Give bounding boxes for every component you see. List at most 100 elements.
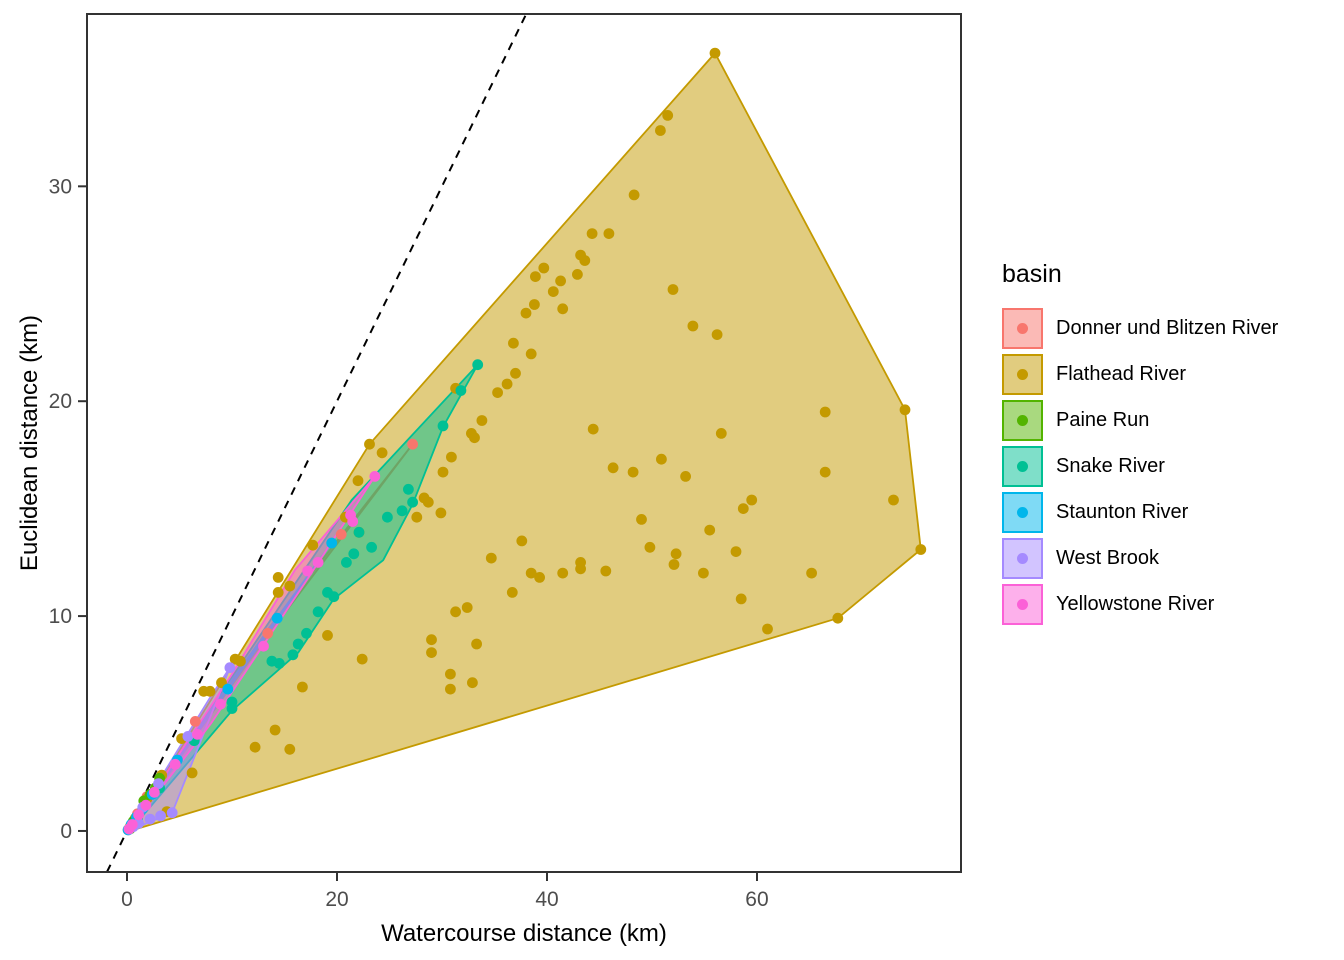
data-point <box>403 483 414 495</box>
data-point <box>627 466 639 478</box>
data-point <box>587 423 599 435</box>
data-point <box>226 703 238 714</box>
y-tick-label: 0 <box>60 820 72 843</box>
identity-line <box>106 14 528 872</box>
data-point <box>445 668 456 680</box>
legend-item-west-brook: West Brook <box>1002 535 1278 581</box>
legend-item-yellowstone-river: Yellowstone River <box>1002 581 1278 627</box>
data-point <box>140 799 152 811</box>
data-point <box>301 627 312 639</box>
data-point <box>312 557 324 568</box>
legend-item-label: Staunton River <box>1056 500 1189 523</box>
data-point <box>292 638 304 650</box>
data-point <box>284 580 296 592</box>
data-point <box>273 658 285 669</box>
data-point <box>538 262 550 274</box>
data-point <box>272 587 284 598</box>
data-point <box>529 299 540 310</box>
data-point <box>476 415 488 426</box>
data-point <box>182 731 194 742</box>
data-point <box>407 496 418 508</box>
data-point <box>450 606 461 618</box>
legend-key-point-icon <box>1017 414 1028 426</box>
data-point <box>364 438 375 450</box>
data-point <box>469 432 480 444</box>
legend-key-point-icon <box>1017 598 1028 610</box>
data-point <box>407 438 418 450</box>
data-point <box>262 627 274 639</box>
data-point <box>607 462 619 474</box>
data-point <box>297 681 308 693</box>
data-point <box>603 228 615 240</box>
legend-key-swatch <box>1002 537 1043 579</box>
legend-item-snake-river: Snake River <box>1002 443 1278 489</box>
data-point <box>555 275 566 287</box>
data-point <box>369 471 381 482</box>
legend-key-point-icon <box>1017 552 1028 564</box>
data-point <box>735 593 747 605</box>
data-point <box>575 563 586 575</box>
data-point <box>746 494 758 506</box>
data-point <box>600 565 612 577</box>
legend-key-point-icon <box>1017 368 1028 380</box>
data-point <box>680 471 691 482</box>
data-point <box>446 451 457 463</box>
legend-key-swatch <box>1002 445 1043 487</box>
data-point <box>352 475 364 487</box>
y-tick-label: 10 <box>49 605 72 628</box>
data-point <box>467 677 478 689</box>
data-point <box>307 539 319 551</box>
legend-key-swatch <box>1002 399 1043 441</box>
data-point <box>341 557 352 568</box>
data-point <box>437 420 449 432</box>
legend-key-point-icon <box>1017 506 1028 518</box>
x-axis-title: Watercourse distance (km) <box>381 920 667 947</box>
data-point <box>169 758 181 770</box>
data-point <box>888 494 899 506</box>
data-point <box>222 683 234 695</box>
data-point <box>356 653 368 665</box>
data-point <box>382 511 393 523</box>
data-point <box>198 685 210 697</box>
legend-key-swatch <box>1002 353 1043 395</box>
data-point <box>492 387 503 398</box>
data-point <box>819 466 831 478</box>
legend-item-donner-und-blitzen-river: Donner und Blitzen River <box>1002 305 1278 351</box>
legend-item-label: Donner und Blitzen River <box>1056 316 1279 339</box>
data-point <box>557 303 569 315</box>
data-point <box>418 492 430 504</box>
data-point <box>832 612 844 624</box>
data-point <box>730 546 742 557</box>
legend-item-label: Snake River <box>1056 454 1165 477</box>
data-point <box>762 623 773 635</box>
data-point <box>312 606 324 618</box>
x-tick-label: 40 <box>535 888 558 911</box>
data-point <box>437 466 449 478</box>
data-point <box>530 271 541 282</box>
data-point <box>366 541 377 553</box>
legend-item-label: Yellowstone River <box>1056 592 1215 615</box>
data-point <box>472 359 484 371</box>
legend-item-label: Flathead River <box>1056 362 1187 385</box>
data-point <box>269 724 281 736</box>
data-point <box>166 807 178 819</box>
data-point <box>353 526 365 538</box>
data-point <box>287 649 299 661</box>
data-point <box>547 286 559 297</box>
data-point <box>396 505 408 517</box>
x-tick-label: 60 <box>745 888 768 911</box>
data-point <box>510 367 521 379</box>
data-point <box>426 634 437 646</box>
data-point <box>711 329 723 340</box>
data-point <box>698 567 709 579</box>
data-point <box>579 255 591 266</box>
legend-item-paine-run: Paine Run <box>1002 397 1278 443</box>
x-tick-label: 0 <box>121 888 133 911</box>
y-tick-label: 20 <box>49 390 72 413</box>
legend-item-label: Paine Run <box>1056 408 1150 431</box>
data-point <box>148 786 160 798</box>
panel-border <box>86 13 962 873</box>
data-point <box>153 778 164 790</box>
data-point <box>348 548 360 560</box>
data-point <box>258 640 269 652</box>
